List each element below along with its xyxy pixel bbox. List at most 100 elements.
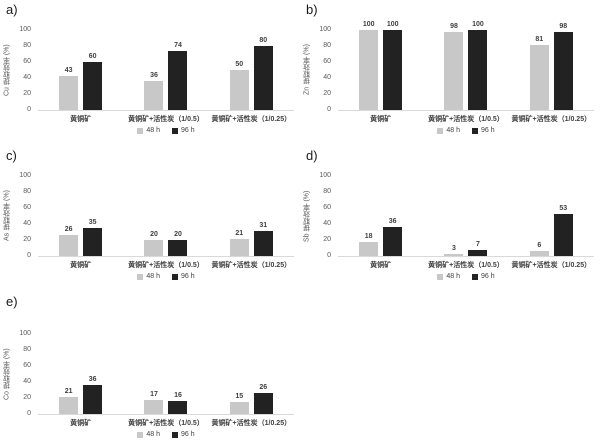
- bar-48h: [144, 400, 164, 414]
- bar-group: 26 35: [38, 176, 123, 256]
- bar-48h: [529, 251, 549, 256]
- bar-96h: [383, 30, 403, 110]
- bar-slot: 100: [468, 21, 488, 110]
- legend-swatch-icon: [137, 127, 144, 134]
- bar-value-label: 98: [559, 22, 568, 30]
- bar-group: 6 53: [509, 176, 594, 256]
- x-category-label: 黄铜矿: [370, 262, 392, 269]
- y-tick-label: 40: [23, 74, 31, 81]
- y-axis-title: As 提取效率 (%): [3, 190, 11, 242]
- bar-value-label: 15: [235, 393, 244, 400]
- bar-96h: [468, 30, 488, 110]
- bar-slot: 74: [168, 30, 188, 110]
- legend-swatch-icon: [472, 273, 478, 280]
- y-tick-label: 0: [27, 106, 31, 113]
- bar-group: 15 26: [209, 334, 294, 414]
- chart-panel-d: d) Sb 提取效率 (%) 0 20 40 60 80 100 18 36 3 7 6 53 黄铜…: [300, 146, 600, 292]
- bar-96h: [83, 228, 103, 256]
- bar-value-label: 21: [235, 230, 244, 238]
- bar-group: 81 98: [509, 23, 594, 110]
- y-tick-label: 20: [23, 236, 31, 243]
- bar-value-label: 100: [362, 21, 375, 28]
- y-tick-label: 40: [23, 220, 31, 227]
- legend-label: 48 h: [446, 127, 460, 134]
- y-axis-ticks: 0 20 40 60 80 100: [314, 26, 334, 113]
- bar-value-label: 17: [150, 391, 158, 399]
- legend-swatch-icon: [137, 273, 144, 280]
- panel-letter: a): [6, 2, 18, 17]
- y-axis-title: Cu 提取效率 (%): [3, 44, 11, 96]
- bar-48h: [144, 240, 164, 256]
- bar-slot: 16: [168, 334, 188, 414]
- y-tick-label: 60: [23, 362, 31, 369]
- bar-slot: 100: [359, 21, 379, 110]
- x-category-label: 黄铜矿: [370, 116, 392, 123]
- x-category-label: 黄铜矿+活性炭（1/0.25）: [211, 262, 292, 269]
- plot-area: 18 36 3 7 6 53: [338, 176, 594, 257]
- bar-value-label: 20: [150, 231, 158, 238]
- bar-value-label: 74: [174, 41, 182, 49]
- y-tick-label: 20: [23, 394, 31, 401]
- bar-value-label: 36: [388, 218, 397, 226]
- bar-value-label: 100: [472, 21, 484, 28]
- bar-slot: 35: [83, 176, 103, 256]
- y-axis-ticks: 0 20 40 60 80 100: [14, 26, 34, 113]
- x-category-label: 黄铜矿: [70, 116, 92, 123]
- bar-value-label: 80: [259, 37, 268, 44]
- legend-swatch-icon: [172, 127, 178, 134]
- bar-slot: 15: [229, 334, 249, 414]
- legend: 48 h 96 h: [338, 273, 594, 280]
- legend-item: 48 h: [437, 127, 460, 134]
- legend-swatch-icon: [137, 431, 144, 438]
- y-tick-label: 60: [323, 58, 331, 65]
- y-tick-label: 40: [323, 74, 331, 81]
- legend-label: 96 h: [181, 127, 195, 134]
- bar-value-label: 60: [88, 53, 97, 60]
- bar-slot: 81: [529, 30, 549, 110]
- y-tick-label: 40: [323, 220, 331, 227]
- bar-group: 36 74: [123, 30, 208, 110]
- bar-value-label: 36: [150, 72, 158, 80]
- x-category-label: 黄铜矿+活性炭（1/0.25）: [211, 420, 292, 427]
- legend: 48 h 96 h: [338, 127, 594, 134]
- bar-48h: [529, 45, 549, 110]
- y-tick-label: 80: [323, 42, 331, 49]
- y-axis-title: Zn 提取效率 (%): [303, 44, 311, 96]
- x-category-label: 黄铜矿: [70, 420, 92, 427]
- bar-group: 98 100: [423, 21, 508, 110]
- legend-item: 48 h: [437, 273, 460, 280]
- panel-letter: c): [6, 148, 17, 163]
- y-tick-label: 0: [27, 410, 31, 417]
- panel-letter: b): [306, 2, 318, 17]
- bar-slot: 31: [253, 176, 273, 256]
- bar-value-label: 53: [559, 204, 568, 212]
- y-axis-title: Sb 提取效率 (%): [303, 190, 311, 242]
- x-axis-category-labels: 黄铜矿 黄铜矿+活性炭（1/0.5） 黄铜矿+活性炭（1/0.25）: [38, 114, 294, 124]
- y-tick-label: 0: [27, 252, 31, 259]
- legend-item: 96 h: [172, 273, 195, 280]
- x-category-label: 黄铜矿: [70, 262, 92, 269]
- x-axis-category-labels: 黄铜矿 黄铜矿+活性炭（1/0.5） 黄铜矿+活性炭（1/0.25）: [38, 260, 294, 270]
- y-axis-title: Co 提取效率 (%): [3, 348, 11, 400]
- y-tick-label: 100: [19, 172, 31, 179]
- x-category-label: 黄铜矿+活性炭（1/0.5）: [128, 420, 204, 427]
- legend-label: 48 h: [146, 127, 160, 134]
- y-tick-label: 100: [319, 26, 331, 33]
- bar-96h: [83, 62, 103, 110]
- x-category-label: 黄铜矿+活性炭（1/0.5）: [428, 262, 504, 269]
- bar-slot: 26: [59, 176, 79, 256]
- bar-slot: 80: [253, 30, 273, 110]
- bar-96h: [168, 240, 188, 256]
- legend: 48 h 96 h: [38, 127, 294, 134]
- x-axis-category-labels: 黄铜矿 黄铜矿+活性炭（1/0.5） 黄铜矿+活性炭（1/0.25）: [338, 260, 594, 270]
- legend-item: 96 h: [472, 273, 495, 280]
- legend-label: 48 h: [146, 273, 160, 280]
- bar-value-label: 6: [537, 242, 542, 250]
- legend-label: 48 h: [146, 431, 160, 438]
- bar-slot: 43: [59, 30, 79, 110]
- bar-slot: 20: [144, 176, 164, 256]
- bar-48h: [59, 75, 79, 110]
- legend-label: 96 h: [481, 127, 495, 134]
- bar-48h: [444, 253, 464, 256]
